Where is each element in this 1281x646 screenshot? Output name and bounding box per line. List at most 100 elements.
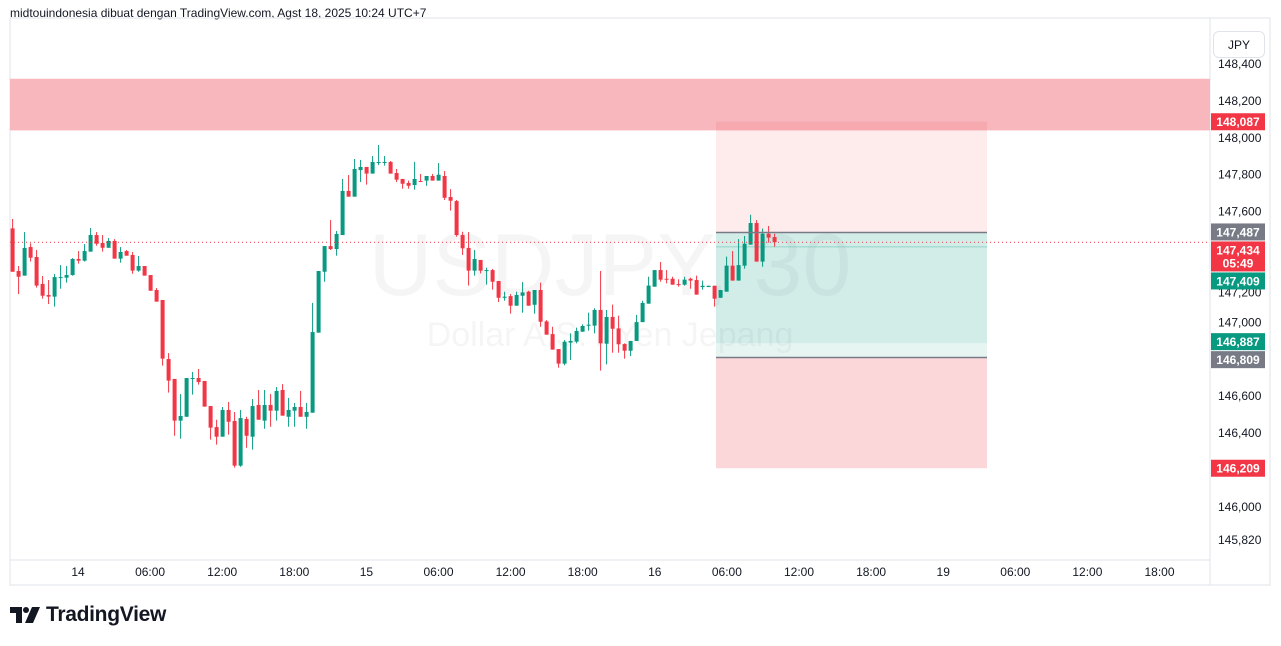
candle-body (556, 349, 561, 364)
stop-upper-price-label: 148,087 (1216, 115, 1260, 129)
candle-body (580, 325, 585, 332)
candle-body (412, 178, 417, 186)
candle-body (574, 330, 579, 342)
candle-body (364, 166, 369, 174)
candle-body (178, 416, 183, 421)
candle-body (466, 247, 471, 271)
candle-body (250, 406, 255, 437)
candle-body (130, 254, 135, 271)
chart-attribution: midtouindonesia dibuat dengan TradingVie… (10, 6, 427, 20)
time-tick-label: 12:00 (207, 565, 237, 579)
entry-2-price-label-bg (1211, 351, 1265, 369)
candle-body (562, 341, 567, 364)
candle-body (274, 390, 279, 411)
candle-body (148, 275, 153, 291)
candle-body (502, 296, 507, 298)
level-a-price-label: 147,409 (1216, 274, 1260, 288)
candle-body (208, 406, 213, 428)
candle-body (550, 334, 555, 350)
tradingview-logo[interactable]: TradingView (10, 603, 166, 627)
candle-body (202, 380, 207, 407)
candle-body (298, 406, 303, 417)
candle-body (238, 418, 243, 466)
candle-body (10, 228, 15, 272)
candle-body (472, 259, 477, 271)
candle-body (82, 251, 87, 261)
candle-body (688, 278, 693, 281)
time-tick-label: 15 (360, 565, 374, 579)
candle-body (328, 246, 333, 250)
candle-body (118, 252, 123, 259)
candle-body (244, 418, 249, 436)
candle-body (64, 275, 69, 278)
time-tick-label: 06:00 (423, 565, 453, 579)
candle-body (730, 265, 735, 281)
candle-body (376, 161, 381, 163)
resistance-zone (10, 78, 1210, 131)
candle-body (616, 328, 621, 345)
candle-body (760, 233, 765, 262)
candle-body (652, 270, 657, 287)
candle-body (544, 321, 549, 335)
candle-body (592, 309, 597, 326)
candle-body (484, 270, 489, 272)
candle-body (742, 243, 747, 266)
time-tick-label: 06:00 (135, 565, 165, 579)
candle-body (622, 344, 627, 351)
time-tick-label: 14 (71, 565, 85, 579)
candle-body (16, 271, 21, 277)
price-tick-label: 148,400 (1218, 57, 1262, 71)
candle-body (394, 173, 399, 180)
candle-body (286, 409, 291, 417)
candle-body (34, 256, 39, 286)
price-tick-label: 147,600 (1218, 205, 1262, 219)
target-price-label: 146,887 (1216, 335, 1260, 349)
candle-body (340, 190, 345, 236)
candle-body (526, 291, 531, 306)
candle-body (40, 283, 45, 296)
time-tick-label: 16 (648, 565, 662, 579)
candle-body (700, 285, 705, 288)
stop-upper-price-label-bg (1211, 113, 1265, 131)
candle-body (694, 280, 699, 295)
candle-body (628, 340, 633, 351)
candle-body (724, 265, 729, 292)
candle-body (478, 259, 483, 271)
candle-body (352, 168, 357, 197)
time-tick-label: 12:00 (496, 565, 526, 579)
chart-frame (9, 17, 1271, 586)
candle-body (520, 292, 525, 296)
time-tick-label: 18:00 (279, 565, 309, 579)
entry-price-label-bg (1211, 223, 1265, 241)
time-tick-label: 12:00 (784, 565, 814, 579)
candle-body (172, 378, 177, 421)
candle-body (454, 201, 459, 236)
candle-body (658, 270, 663, 280)
candle-body (160, 299, 165, 359)
candle-body (490, 270, 495, 282)
candle-body (682, 279, 687, 285)
candle-body (280, 390, 285, 416)
candle-body (214, 427, 219, 437)
candle-body (442, 175, 447, 198)
candle-body (184, 378, 189, 417)
candle-body (514, 294, 519, 306)
candle-body (100, 242, 105, 248)
price-tick-label: 146,000 (1218, 500, 1262, 514)
candle-body (304, 411, 309, 417)
currency-button[interactable]: JPY (1213, 31, 1265, 58)
candle-body (508, 296, 513, 306)
candle-body (268, 404, 273, 411)
candle-body (106, 240, 111, 248)
candle-body (142, 266, 147, 276)
candle-body (568, 340, 573, 343)
candle-body (232, 421, 237, 466)
candle-body (262, 404, 267, 421)
candle-body (136, 266, 141, 271)
candle-body (436, 174, 441, 181)
candle-body (94, 235, 99, 244)
candle-body (496, 280, 501, 298)
candle-body (448, 197, 453, 201)
candle-body (124, 251, 129, 256)
